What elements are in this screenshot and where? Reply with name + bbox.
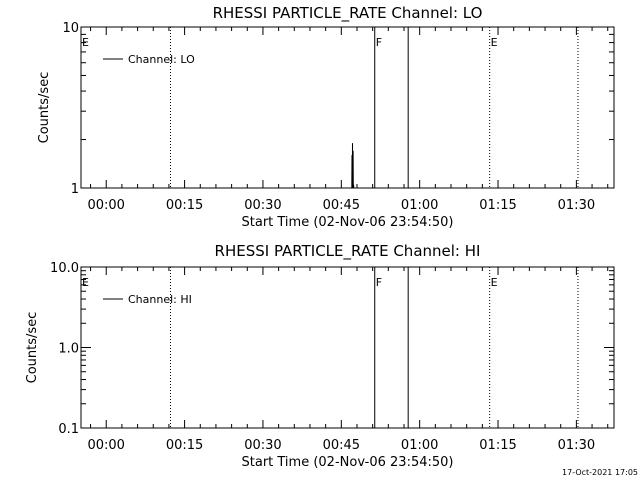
event-marker-label: E <box>491 276 498 289</box>
x-axis-label: Start Time (02-Nov-06 23:54:50) <box>242 215 454 230</box>
event-marker-label: E <box>82 36 89 49</box>
event-marker-label: E <box>82 276 89 289</box>
x-tick-label: 01:30 <box>558 438 595 453</box>
event-marker-label: E <box>491 36 498 49</box>
x-tick-label: 01:00 <box>401 438 438 453</box>
x-tick-label: 00:00 <box>87 438 124 453</box>
y-tick-label: 10 <box>62 21 79 36</box>
chart-title: RHESSI PARTICLE_RATE Channel: LO <box>213 4 483 23</box>
x-tick-label: 00:15 <box>166 198 203 213</box>
x-tick-label: 00:30 <box>244 438 281 453</box>
event-marker-label: F <box>376 36 382 49</box>
event-marker-label: F <box>376 276 382 289</box>
timestamp: 17-Oct-2021 17:05 <box>562 468 638 477</box>
y-tick-label: 1 <box>71 182 79 197</box>
x-tick-label: 00:15 <box>166 438 203 453</box>
x-tick-label: 01:00 <box>401 198 438 213</box>
x-tick-label: 00:30 <box>244 198 281 213</box>
legend-label: Channel: HI <box>128 293 192 306</box>
plot-frame <box>80 266 615 429</box>
y-axis-label: Counts/sec <box>25 312 40 384</box>
y-axis-label: Counts/sec <box>37 72 52 144</box>
chart-title: RHESSI PARTICLE_RATE Channel: HI <box>215 242 481 261</box>
hi-channel-plot: RHESSI PARTICLE_RATE Channel: HI 00:00 00:… <box>25 242 615 470</box>
lo-channel-plot: RHESSI PARTICLE_RATE Channel: LO 00:00 00:… <box>37 4 615 230</box>
series-line <box>350 143 355 189</box>
plot-frame <box>80 26 615 189</box>
y-tick-label: 0.1 <box>58 422 79 437</box>
x-axis-label: Start Time (02-Nov-06 23:54:50) <box>242 455 454 470</box>
x-tick-label: 01:30 <box>558 198 595 213</box>
x-tick-label: 01:15 <box>479 438 516 453</box>
y-tick-label: 1.0 <box>58 342 79 357</box>
y-tick-label: 10.0 <box>50 261 79 276</box>
x-tick-label: 01:15 <box>479 198 516 213</box>
x-tick-label: 00:00 <box>87 198 124 213</box>
x-tick-label: 00:45 <box>323 438 360 453</box>
x-tick-label: 00:45 <box>323 198 360 213</box>
legend-label: Channel: LO <box>128 53 195 66</box>
